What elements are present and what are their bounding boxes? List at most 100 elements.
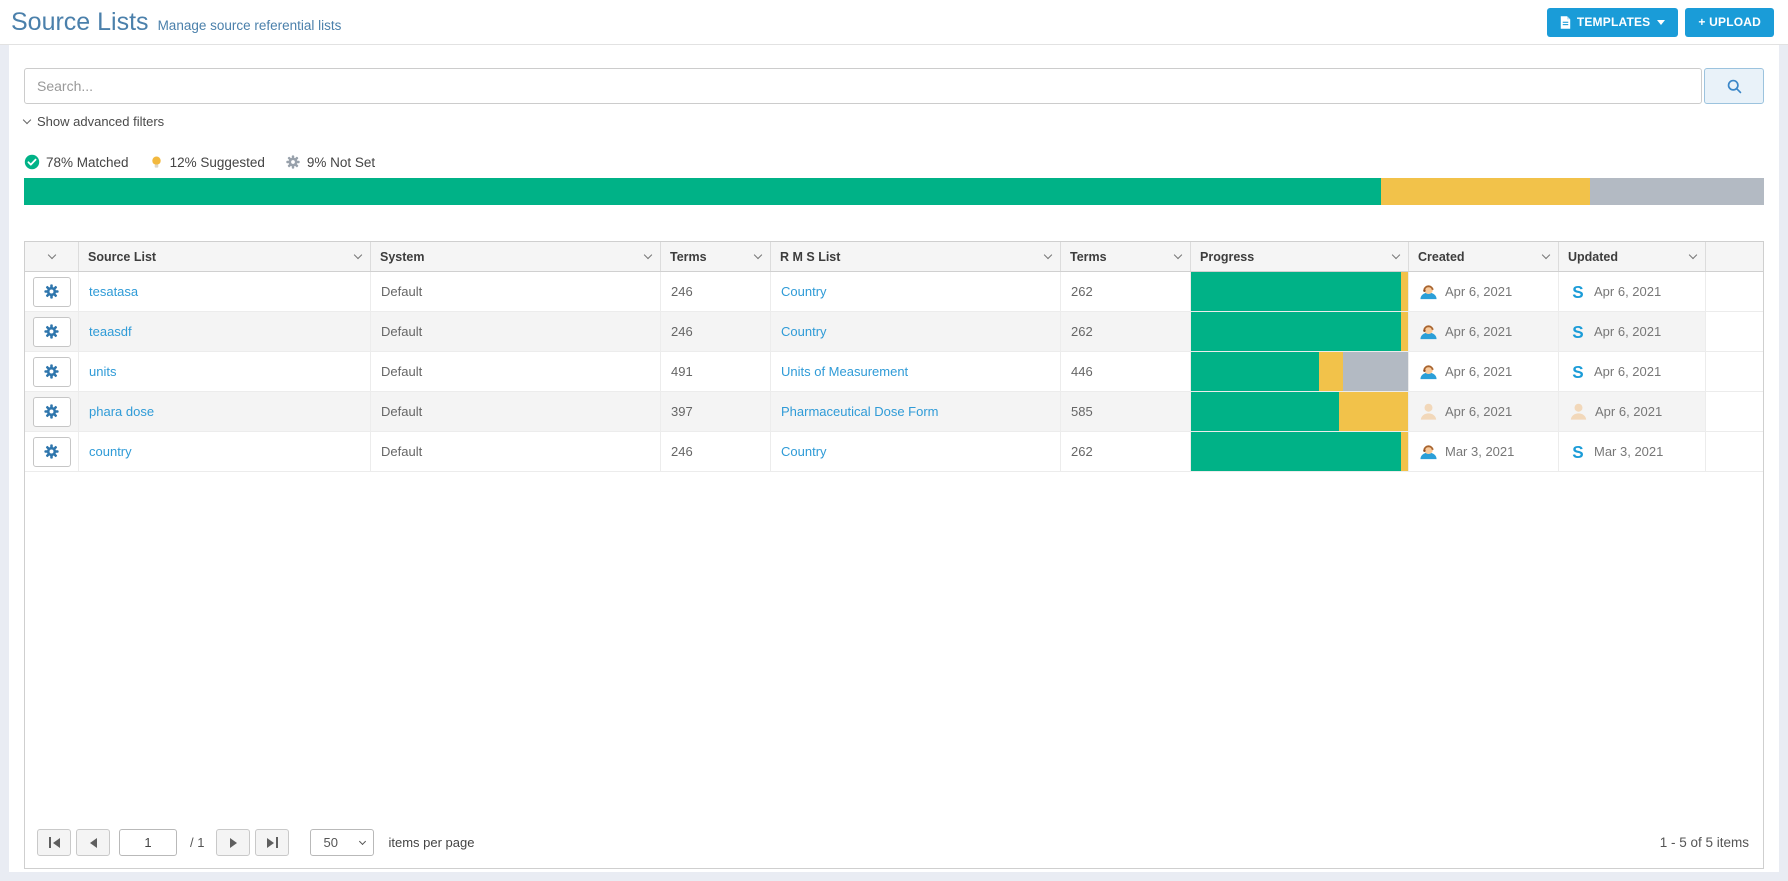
gear-icon: [43, 323, 60, 340]
page-size-select[interactable]: 50: [310, 829, 375, 856]
rms-list-link[interactable]: Units of Measurement: [781, 364, 909, 379]
gear-icon: [43, 363, 60, 380]
column-header-actions[interactable]: [25, 242, 79, 271]
svg-text:S: S: [1572, 323, 1583, 341]
rms-list-link[interactable]: Country: [781, 324, 827, 339]
created-date: Apr 6, 2021: [1445, 364, 1513, 379]
progress-segment-suggested: [1401, 272, 1408, 311]
chevron-down-icon[interactable]: [1391, 250, 1401, 259]
upload-button[interactable]: + UPLOAD: [1685, 7, 1774, 37]
support-avatar-icon: [1419, 442, 1438, 461]
doc-icon: [1560, 15, 1571, 29]
rms-list-link[interactable]: Pharmaceutical Dose Form: [781, 404, 939, 419]
source-list-link[interactable]: tesatasa: [89, 284, 139, 299]
progress-segment-matched: [1191, 312, 1402, 351]
arrow-right-icon: [229, 837, 237, 848]
progress-segment-matched: [24, 178, 1382, 205]
table-row: teaasdf Default 246 Country 262 Apr 6, 2…: [25, 312, 1763, 352]
lightbulb-icon: [149, 155, 164, 170]
terms-cell: 491: [661, 352, 771, 391]
system-cell: Default: [371, 392, 661, 431]
previous-page-button[interactable]: [76, 829, 110, 856]
row-settings-button[interactable]: [32, 316, 71, 347]
system-cell: Default: [371, 312, 661, 351]
column-header-source-list[interactable]: Source List: [79, 242, 371, 271]
rms-terms-cell: 262: [1061, 272, 1191, 311]
row-progress-bar: [1191, 312, 1408, 351]
created-date: Apr 6, 2021: [1445, 324, 1513, 339]
column-header-rms-list[interactable]: R M S List: [771, 242, 1061, 271]
gear-icon: [43, 443, 60, 460]
terms-cell: 397: [661, 392, 771, 431]
system-cell: Default: [371, 432, 661, 471]
column-header-updated[interactable]: Updated: [1559, 242, 1706, 271]
row-settings-button[interactable]: [32, 396, 71, 427]
table-row: country Default 246 Country 262 Mar 3, 2…: [25, 432, 1763, 472]
search-bar: [24, 45, 1764, 104]
column-header-terms[interactable]: Terms: [661, 242, 771, 271]
support-avatar-icon: [1419, 362, 1438, 381]
svg-text:S: S: [1572, 363, 1583, 381]
chevron-down-icon[interactable]: [1541, 250, 1551, 259]
chevron-down-icon: [359, 837, 367, 846]
column-header-system[interactable]: System: [371, 242, 661, 271]
column-header-created[interactable]: Created: [1409, 242, 1559, 271]
updated-date: Apr 6, 2021: [1594, 284, 1662, 299]
column-header-rms-terms[interactable]: Terms: [1061, 242, 1191, 271]
items-range-label: 1 - 5 of 5 items: [1659, 835, 1749, 850]
chevron-down-icon[interactable]: [1688, 250, 1698, 259]
system-cell: Default: [371, 352, 661, 391]
next-page-button[interactable]: [216, 829, 251, 856]
row-settings-button[interactable]: [32, 276, 71, 307]
grid-empty-area: [25, 472, 1763, 819]
legend-suggested: 12% Suggested: [149, 155, 265, 170]
check-circle-icon: [24, 154, 40, 170]
rms-list-link[interactable]: Country: [781, 284, 827, 299]
row-settings-button[interactable]: [32, 356, 71, 387]
row-progress-bar: [1191, 432, 1408, 471]
search-icon: [1726, 78, 1743, 95]
chevron-down-icon[interactable]: [1043, 250, 1053, 259]
last-page-button[interactable]: [255, 829, 290, 856]
progress-segment-suggested: [1319, 352, 1343, 391]
row-settings-button[interactable]: [32, 436, 71, 467]
search-input[interactable]: [24, 68, 1702, 104]
progress-segment-matched: [1191, 352, 1320, 391]
column-header-progress[interactable]: Progress: [1191, 242, 1409, 271]
updated-date: Apr 6, 2021: [1594, 324, 1662, 339]
support-avatar-icon: [1419, 282, 1438, 301]
main-panel: Show advanced filters 78% Matched 12% Su…: [9, 45, 1779, 872]
rms-terms-cell: 262: [1061, 432, 1191, 471]
terms-cell: 246: [661, 432, 771, 471]
templates-button[interactable]: TEMPLATES: [1546, 7, 1679, 37]
search-button[interactable]: [1704, 68, 1764, 104]
progress-segment-not_set: [1589, 178, 1764, 205]
source-list-link[interactable]: phara dose: [89, 404, 155, 419]
chevron-down-icon[interactable]: [47, 250, 56, 259]
table-row: tesatasa Default 246 Country 262 Apr 6, …: [25, 272, 1763, 312]
created-date: Apr 6, 2021: [1445, 404, 1513, 419]
rms-list-link[interactable]: Country: [781, 444, 827, 459]
source-list-link[interactable]: teaasdf: [89, 324, 132, 339]
progress-segment-suggested: [1401, 432, 1408, 471]
arrow-left-icon: [89, 837, 97, 848]
chevron-down-icon[interactable]: [753, 250, 763, 259]
gear-icon: [43, 283, 60, 300]
progress-segment-suggested: [1381, 178, 1590, 205]
row-progress-bar: [1191, 392, 1408, 431]
first-page-button[interactable]: [37, 829, 71, 856]
progress-segment-matched: [1191, 432, 1402, 471]
terms-cell: 246: [661, 272, 771, 311]
row-progress-bar: [1191, 272, 1408, 311]
chevron-down-icon[interactable]: [643, 250, 653, 259]
chevron-down-icon[interactable]: [1173, 250, 1183, 259]
source-list-link[interactable]: country: [89, 444, 132, 459]
chevron-down-icon[interactable]: [353, 250, 363, 259]
advanced-filters-toggle[interactable]: Show advanced filters: [22, 114, 164, 129]
page-number-input[interactable]: [119, 829, 177, 856]
user-silhouette-icon: [1569, 402, 1588, 421]
created-date: Mar 3, 2021: [1445, 444, 1515, 459]
progress-segment-suggested: [1401, 312, 1408, 351]
items-per-page-label: items per page: [388, 835, 475, 850]
source-list-link[interactable]: units: [89, 364, 117, 379]
